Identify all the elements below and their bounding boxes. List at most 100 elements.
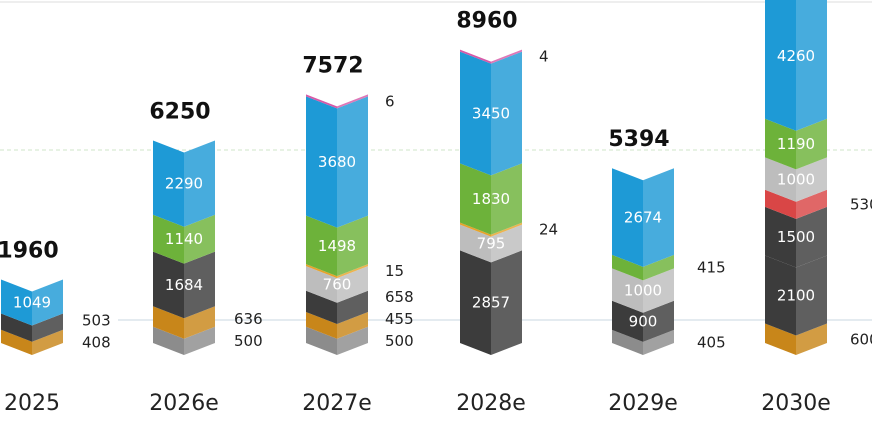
segment-right-2027e-5 (337, 215, 368, 277)
bar-total-label: 1960 (0, 238, 59, 263)
segment-right-2027e-3 (337, 266, 368, 303)
segment-left-2026e-1 (153, 306, 184, 339)
bar-total-label: 7572 (302, 53, 363, 78)
segment-right-2025-2 (32, 279, 63, 326)
bar-2028e (460, 49, 522, 355)
guide-lines (0, 1, 872, 321)
segment-left-2027e-3 (306, 266, 337, 303)
segment-left-2029e-0 (612, 329, 643, 355)
segment-right-2028e-2 (491, 222, 522, 237)
segment-left-2030e-6 (765, 0, 796, 131)
segment-left-2030e-4 (765, 157, 796, 202)
segment-value-label: 2290 (165, 175, 203, 193)
segment-right-2028e-1 (491, 224, 522, 263)
segment-value-label: 900 (629, 312, 658, 330)
segment-left-2027e-7 (306, 94, 337, 109)
segment-left-2026e-0 (153, 326, 184, 355)
segment-left-2029e-3 (612, 254, 643, 281)
segment-right-2029e-1 (643, 300, 674, 342)
segment-side-label: 24 (539, 221, 558, 239)
segment-right-2027e-2 (337, 290, 368, 325)
bar-2029e (612, 168, 674, 355)
segment-right-2030e-6 (796, 0, 827, 131)
category-label: 2026e (149, 391, 219, 416)
segment-side-label: 455 (385, 310, 414, 328)
segment-right-2026e-1 (184, 306, 215, 339)
segment-value-label: 1190 (777, 135, 815, 153)
segment-left-2027e-1 (306, 312, 337, 339)
segment-right-2028e-5 (491, 49, 522, 64)
segment-left-2028e-4 (460, 51, 491, 176)
segment-value-label: 1684 (165, 276, 203, 294)
segment-side-label: 500 (385, 332, 414, 350)
segment-value-label: 1000 (624, 282, 662, 300)
category-label: 2028e (456, 391, 526, 416)
segment-side-label: 15 (385, 262, 404, 280)
segment-right-2027e-1 (337, 312, 368, 339)
segment-right-2026e-4 (184, 140, 215, 227)
segment-left-2028e-3 (460, 163, 491, 235)
segment-right-2028e-4 (491, 51, 522, 176)
segment-left-2027e-5 (306, 215, 337, 277)
labels-layer: 1049 408 503 1960 2025 1684 1140 2290 500 636 6250… (0, 9, 872, 416)
segment-side-label: 4 (539, 48, 549, 66)
segment-left-2030e-2 (765, 206, 796, 268)
segment-value-label: 2100 (777, 287, 815, 305)
bar-2025 (1, 279, 63, 355)
segment-value-label: 3680 (318, 153, 356, 171)
segment-right-2025-1 (32, 313, 63, 342)
segment-right-2030e-3 (796, 189, 827, 219)
segment-left-2027e-2 (306, 290, 337, 325)
segment-right-2029e-3 (643, 254, 674, 281)
segment-value-label: 4260 (777, 47, 815, 65)
segment-right-2026e-2 (184, 251, 215, 319)
segment-right-2029e-4 (643, 168, 674, 267)
segment-side-label: 415 (697, 259, 726, 277)
segment-left-2027e-4 (306, 264, 337, 279)
segment-right-2028e-3 (491, 163, 522, 235)
segment-left-2028e-5 (460, 49, 491, 64)
bar-total-label: 8960 (456, 9, 517, 34)
segment-side-label: 500 (234, 332, 263, 350)
segment-value-label: 1049 (13, 293, 51, 311)
segment-side-label: 408 (82, 333, 111, 351)
segment-left-2027e-6 (306, 96, 337, 228)
segment-side-label: 503 (82, 311, 111, 329)
segment-right-2027e-6 (337, 96, 368, 228)
segment-right-2030e-1 (796, 255, 827, 336)
segment-right-2030e-0 (796, 323, 827, 355)
segment-side-label: 530 (850, 195, 872, 213)
bars-layer (1, 0, 827, 355)
segment-value-label: 1140 (165, 230, 203, 248)
segment-left-2027e-0 (306, 326, 337, 355)
category-label: 2029e (608, 391, 678, 416)
segment-left-2028e-0 (460, 250, 491, 355)
segment-left-2026e-4 (153, 140, 184, 227)
segment-left-2025-1 (1, 313, 32, 342)
segment-value-label: 1830 (472, 190, 510, 208)
bar-2027e (306, 94, 368, 355)
bar-2026e (153, 140, 215, 355)
category-label: 2027e (302, 391, 372, 416)
segment-left-2030e-3 (765, 189, 796, 219)
segment-right-2029e-2 (643, 268, 674, 313)
bar-total-label: 6250 (149, 100, 210, 125)
segment-value-label: 1498 (318, 237, 356, 255)
segment-right-2026e-0 (184, 326, 215, 355)
segment-left-2028e-2 (460, 222, 491, 237)
segment-value-label: 1500 (777, 228, 815, 246)
segment-left-2026e-3 (153, 214, 184, 264)
segment-right-2027e-4 (337, 264, 368, 279)
segment-left-2025-2 (1, 279, 32, 326)
segment-side-label: 636 (234, 310, 263, 328)
segment-side-label: 6 (385, 92, 395, 110)
segment-right-2028e-0 (491, 250, 522, 355)
segment-side-label: 658 (385, 288, 414, 306)
segment-side-label: 405 (697, 333, 726, 351)
segment-right-2027e-7 (337, 94, 368, 109)
segment-value-label: 3450 (472, 104, 510, 122)
segment-right-2030e-5 (796, 118, 827, 170)
segment-right-2026e-3 (184, 214, 215, 264)
segment-left-2029e-1 (612, 300, 643, 342)
